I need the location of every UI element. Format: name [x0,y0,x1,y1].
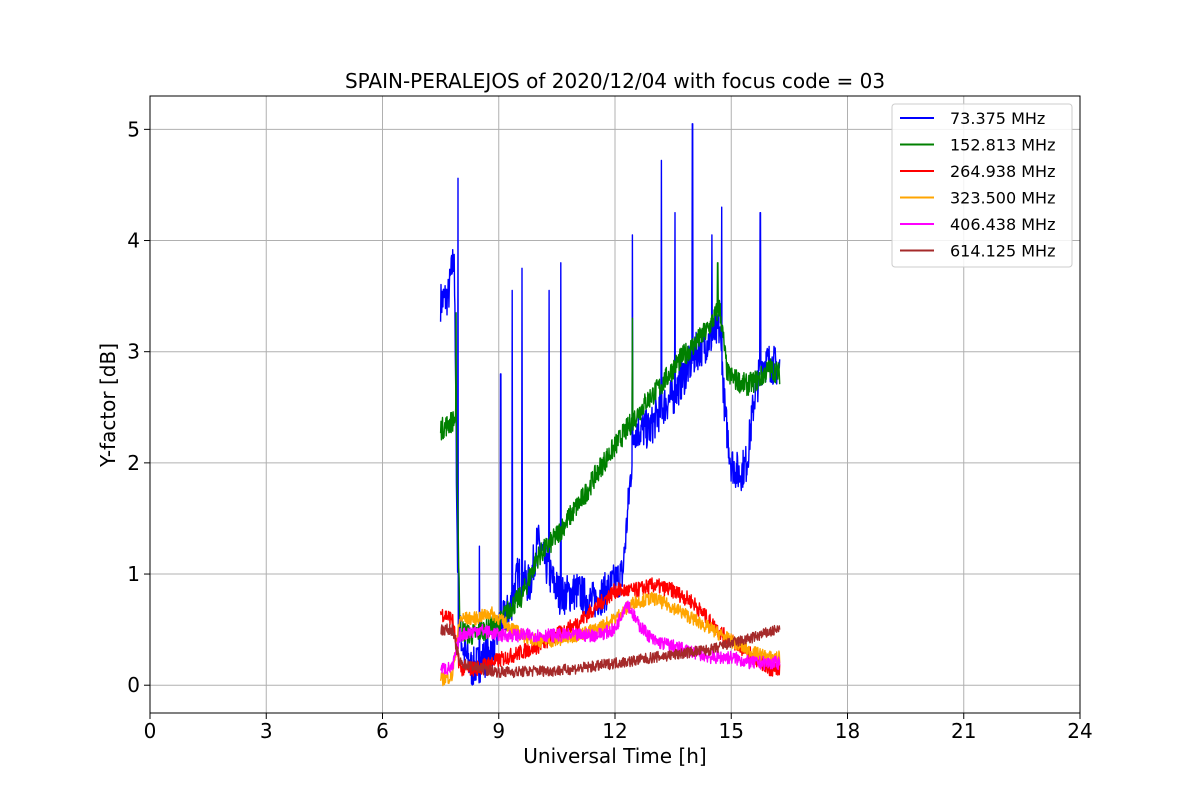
y-axis-ticks: 0 1 2 3 4 5 [127,117,150,697]
x-tick-label: 18 [835,719,860,743]
x-tick-label: 15 [719,719,744,743]
x-tick-label: 21 [951,719,976,743]
legend-label: 73.375 MHz [950,109,1045,128]
y-tick-label: 5 [127,117,140,141]
legend-label: 406.438 MHz [950,215,1055,234]
x-tick-label: 12 [602,719,627,743]
x-tick-label: 24 [1067,719,1092,743]
legend-label: 152.813 MHz [950,136,1055,155]
x-tick-label: 9 [492,719,505,743]
chart-title: SPAIN-PERALEJOS of 2020/12/04 with focus… [345,69,885,93]
y-axis-label: Y-factor [dB] [96,343,120,468]
series-line-5 [439,600,781,675]
y-tick-label: 3 [127,340,140,364]
series-line-6 [440,623,781,679]
legend-label: 323.500 MHz [950,189,1055,208]
series-line-4 [439,591,781,687]
x-tick-label: 3 [260,719,273,743]
legend-label: 264.938 MHz [950,162,1055,181]
y-tick-label: 4 [127,229,140,253]
y-tick-label: 1 [127,562,140,586]
x-tick-label: 0 [144,719,157,743]
plot-area [439,123,781,687]
y-tick-label: 0 [127,673,140,697]
x-axis-ticks: 0 3 6 9 12 15 18 21 24 [144,713,1093,743]
x-axis-label: Universal Time [h] [523,744,706,768]
legend-label: 614.125 MHz [950,242,1055,261]
x-tick-label: 6 [376,719,389,743]
y-tick-label: 2 [127,451,140,475]
legend: 73.375 MHz 152.813 MHz 264.938 MHz 323.500 … [891,103,1073,268]
legend-box [891,103,1073,268]
